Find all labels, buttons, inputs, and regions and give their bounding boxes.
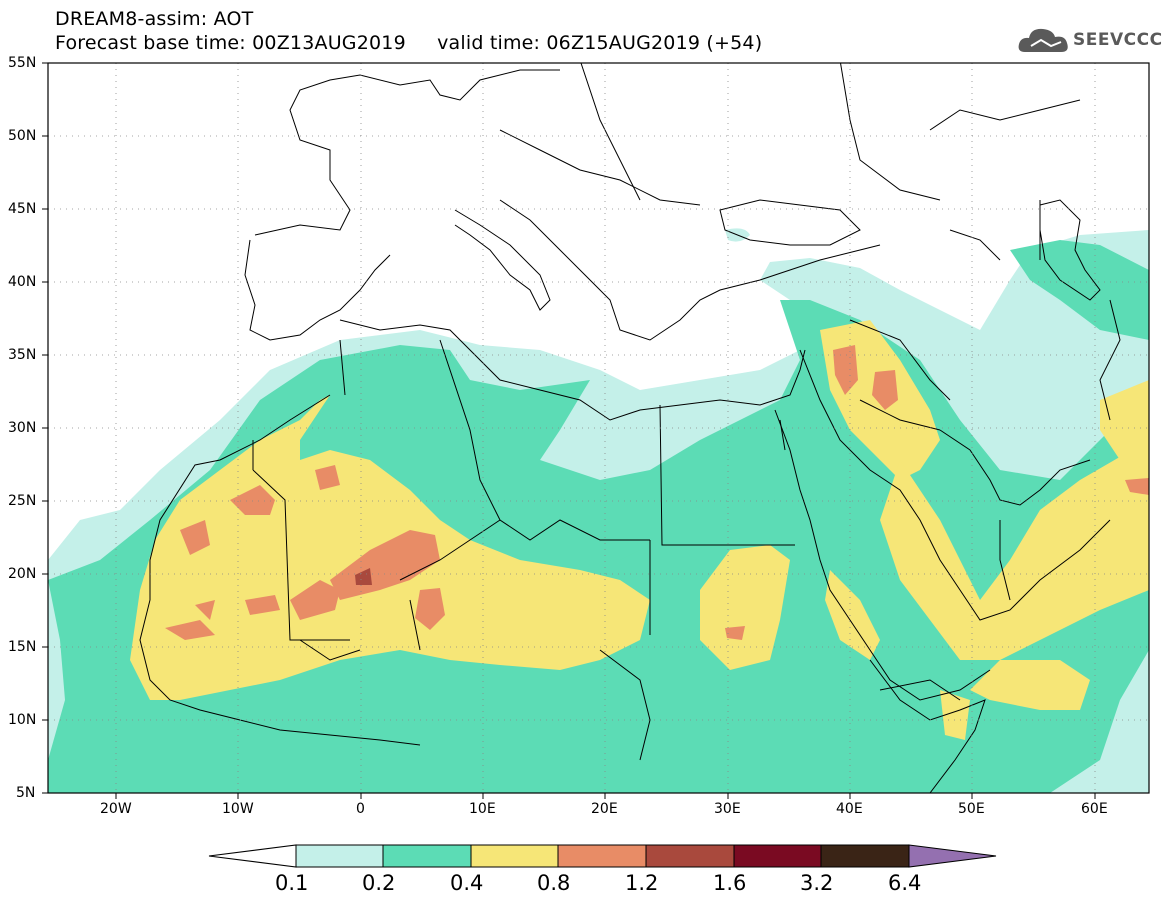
colorbar-label-0-1: 0.1 — [275, 871, 309, 895]
lon-label-20w: 20W — [100, 801, 132, 817]
lon-label-20e: 20E — [591, 801, 618, 817]
colorbar-label-0-8: 0.8 — [537, 871, 571, 895]
lat-label-40n: 40N — [8, 274, 37, 290]
colorbar-high-arrow — [908, 844, 997, 868]
lon-label-60e: 60E — [1081, 801, 1108, 817]
colorbar-label-0-2: 0.2 — [362, 871, 396, 895]
colorbar-label-3-2: 3.2 — [800, 871, 834, 895]
axis-ticks — [42, 62, 1096, 799]
cloud-icon — [1018, 28, 1068, 52]
colorbar-label-6-4: 6.4 — [888, 871, 922, 895]
colorbar-label-1-2: 1.2 — [625, 871, 659, 895]
lat-label-15n: 15N — [8, 639, 37, 655]
lon-label-10w: 10W — [222, 801, 254, 817]
colorbar-swatch-6 — [733, 844, 822, 868]
colorbar-swatch-7 — [820, 844, 910, 868]
lat-label-45n: 45N — [8, 201, 37, 217]
colorbar-swatch-2 — [382, 844, 472, 868]
map-title: DREAM8-assim: AOT — [55, 8, 254, 30]
coastlines — [139, 63, 1121, 793]
lon-label-50e: 50E — [958, 801, 985, 817]
lat-label-30n: 30N — [8, 420, 37, 436]
lat-label-20n: 20N — [8, 566, 37, 582]
colorbar-label-1-6: 1.6 — [713, 871, 747, 895]
lat-label-50n: 50N — [8, 128, 37, 144]
aot-contour-1-2 — [355, 568, 372, 585]
colorbar-label-0-4: 0.4 — [450, 871, 484, 895]
lon-label-40e: 40E — [836, 801, 863, 817]
logo-text: SEEVCCC — [1073, 30, 1163, 50]
colorbar-swatch-5 — [645, 844, 735, 868]
lat-label-35n: 35N — [8, 347, 37, 363]
lat-label-25n: 25N — [8, 493, 37, 509]
colorbar-swatch-1 — [295, 844, 384, 868]
lat-label-10n: 10N — [8, 712, 37, 728]
colorbar — [208, 844, 997, 868]
colorbar-swatch-3 — [470, 844, 559, 868]
colorbar-low-arrow — [208, 844, 297, 868]
forecast-time-subtitle: Forecast base time: 00Z13AUG2019 valid t… — [55, 32, 763, 54]
seevccc-logo — [1017, 24, 1157, 56]
lon-label-30e: 30E — [714, 801, 741, 817]
lat-label-55n: 55N — [8, 55, 37, 71]
lon-label-10e: 10E — [469, 801, 496, 817]
lon-label-0: 0 — [356, 801, 365, 817]
aot-field — [48, 63, 1149, 793]
colorbar-swatch-4 — [557, 844, 647, 868]
lat-label-5n: 5N — [16, 785, 36, 801]
